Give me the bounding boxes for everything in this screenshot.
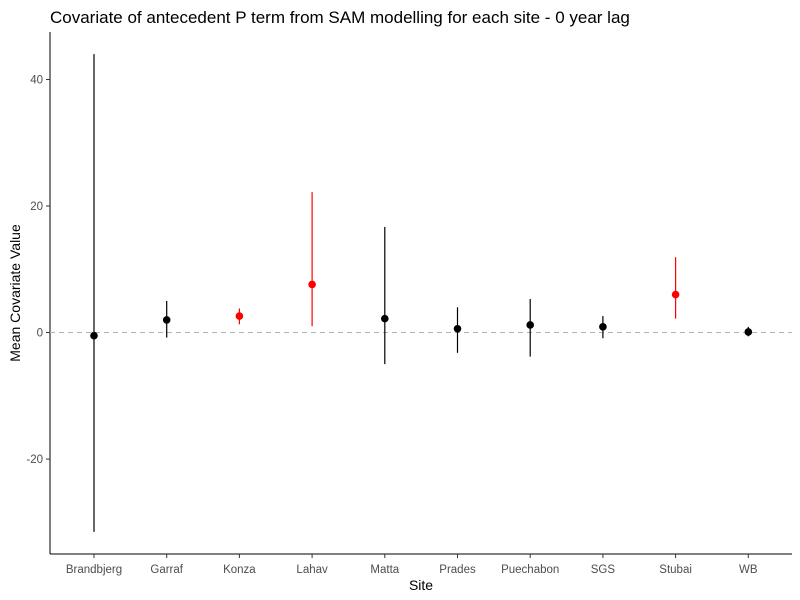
x-tick-label: SGS (591, 564, 616, 576)
point-wb (744, 328, 753, 336)
data-marks (90, 54, 753, 532)
y-tick-label: 0 (37, 328, 43, 340)
point-lahav (308, 280, 316, 289)
x-tick-label: Garraf (150, 564, 183, 576)
x-tick-label: Matta (370, 564, 399, 576)
y-tick-label: 40 (30, 74, 43, 86)
x-tick-label: Puechabon (501, 564, 559, 576)
point-brandbjerg (90, 331, 98, 340)
x-axis-title: Site (409, 577, 433, 593)
y-tick-label: -20 (26, 454, 43, 466)
x-tick-label: Stubai (659, 564, 692, 576)
y-axis-ticks: -20 0 20 40 (26, 74, 50, 466)
point-puechabon (526, 321, 534, 329)
x-tick-label: Brandbjerg (66, 564, 122, 576)
x-axis-ticks: Brandbjerg Garraf Konza Lahav Matta Prades Pue… (66, 554, 758, 576)
x-tick-label: Konza (223, 564, 256, 576)
y-axis-title: Mean Covariate Value (7, 224, 23, 362)
x-tick-label: WB (739, 564, 758, 576)
point-prades (453, 324, 462, 333)
x-tick-label: Lahav (296, 564, 328, 576)
x-tick-label: Prades (439, 564, 476, 576)
point-konza (235, 312, 244, 320)
point-garraf (162, 316, 171, 324)
point-matta (381, 314, 389, 323)
y-tick-label: 20 (30, 201, 43, 213)
chart-title: Covariate of antecedent P term from SAM … (50, 8, 630, 27)
point-stubai (671, 290, 680, 299)
point-sgs (599, 323, 607, 331)
